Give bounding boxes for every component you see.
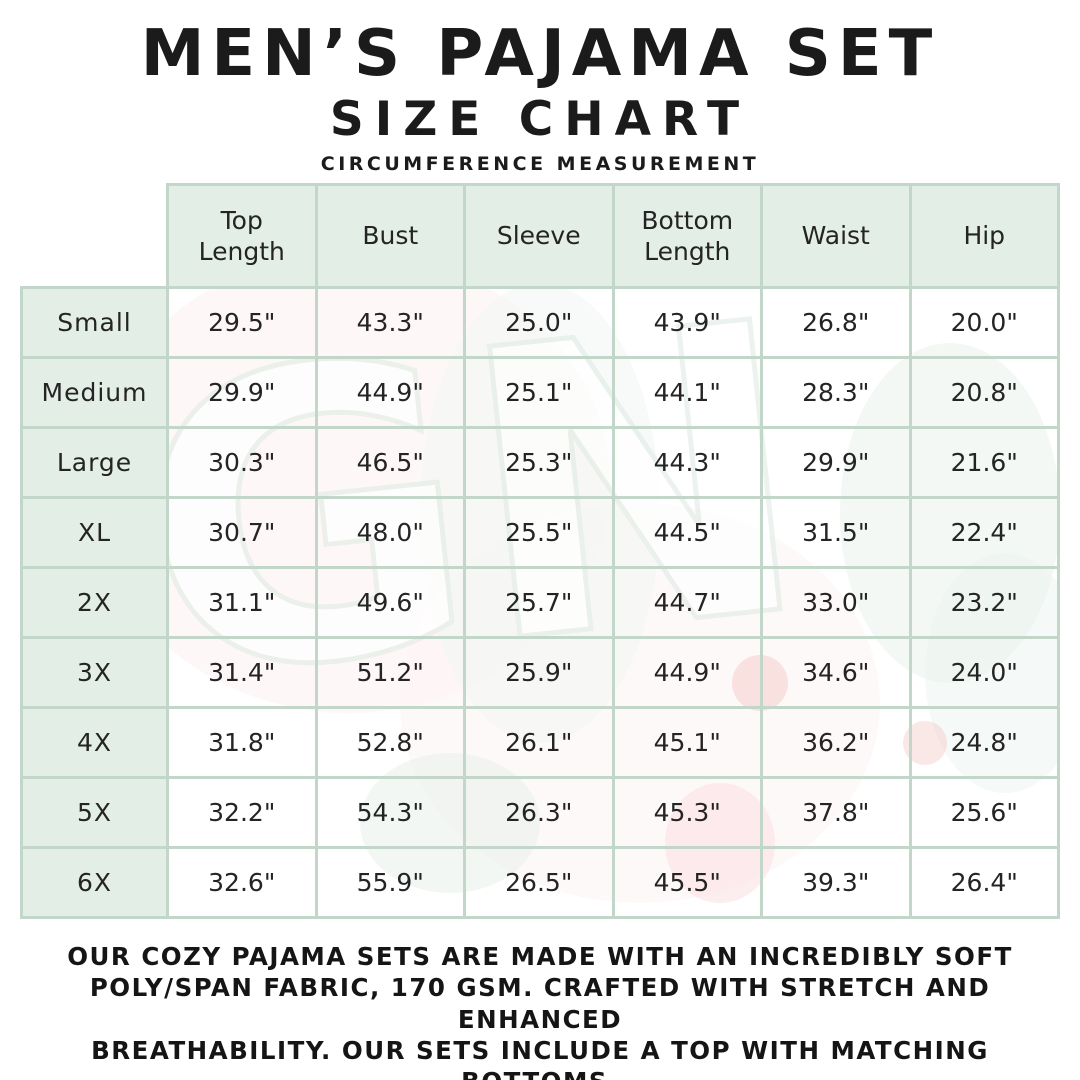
table-row: 4X 31.8" 52.8" 26.1" 45.1" 36.2" 24.8" [20,706,1060,779]
measurement-cell: 48.0" [314,496,466,569]
measurement-cell: 51.2" [314,636,466,709]
measurement-cell: 45.3" [611,776,763,849]
page-subtitle: SIZE CHART [329,92,751,147]
measurement-cell: 24.8" [908,706,1060,779]
measurement-cell: 45.1" [611,706,763,779]
column-header: Hip [908,183,1060,289]
measurement-cell: 39.3" [760,846,912,919]
measurement-cell: 45.5" [611,846,763,919]
table-row: 2X 31.1" 49.6" 25.7" 44.7" 33.0" 23.2" [20,566,1060,639]
measurement-cell: 25.1" [463,356,615,429]
size-table-body: Small 29.5" 43.3" 25.0" 43.9" 26.8" 20.0" Mediu… [20,286,1060,919]
measurement-cell: 31.8" [166,706,318,779]
table-row: 5X 32.2" 54.3" 26.3" 45.3" 37.8" 25.6" [20,776,1060,849]
measurement-note: CIRCUMFERENCE MEASUREMENT [320,153,760,175]
measurement-cell: 30.7" [166,496,318,569]
measurement-cell: 23.2" [908,566,1060,639]
row-label: Small [20,286,169,359]
measurement-cell: 43.9" [611,286,763,359]
measurement-cell: 31.5" [760,496,912,569]
measurement-cell: 25.9" [463,636,615,709]
measurement-cell: 31.4" [166,636,318,709]
row-label: Large [20,426,169,499]
row-label: 3X [20,636,169,709]
measurement-cell: 54.3" [314,776,466,849]
measurement-cell: 32.2" [166,776,318,849]
table-row: 6X 32.6" 55.9" 26.5" 45.5" 39.3" 26.4" [20,846,1060,919]
measurement-cell: 29.9" [166,356,318,429]
measurement-cell: 26.4" [908,846,1060,919]
measurement-cell: 52.8" [314,706,466,779]
column-header: Bust [314,183,466,289]
measurement-cell: 49.6" [314,566,466,639]
table-row: Large 30.3" 46.5" 25.3" 44.3" 29.9" 21.6" [20,426,1060,499]
table-row: XL 30.7" 48.0" 25.5" 44.5" 31.5" 22.4" [20,496,1060,569]
measurement-cell: 21.6" [908,426,1060,499]
column-header: Sleeve [463,183,615,289]
column-header: Bottom Length [611,183,763,289]
row-label: 5X [20,776,169,849]
column-header: Waist [760,183,912,289]
column-header: Top Length [166,183,318,289]
measurement-cell: 25.0" [463,286,615,359]
measurement-cell: 25.6" [908,776,1060,849]
measurement-cell: 20.0" [908,286,1060,359]
measurement-cell: 44.3" [611,426,763,499]
page-title: MEN’S PAJAMA SET [140,17,940,91]
measurement-cell: 37.8" [760,776,912,849]
size-table: Top Length Bust Sleeve Bottom Length Waist Hi… [20,183,1060,919]
measurement-cell: 26.8" [760,286,912,359]
row-label: XL [20,496,169,569]
measurement-cell: 29.5" [166,286,318,359]
measurement-cell: 25.7" [463,566,615,639]
measurement-cell: 26.3" [463,776,615,849]
measurement-cell: 32.6" [166,846,318,919]
measurement-cell: 34.6" [760,636,912,709]
measurement-cell: 22.4" [908,496,1060,569]
measurement-cell: 44.7" [611,566,763,639]
corner-cell [21,184,168,288]
table-row: Small 29.5" 43.3" 25.0" 43.9" 26.8" 20.0" [20,286,1060,359]
measurement-cell: 26.5" [463,846,615,919]
measurement-cell: 44.5" [611,496,763,569]
row-label: Medium [20,356,169,429]
measurement-cell: 29.9" [760,426,912,499]
measurement-cell: 33.0" [760,566,912,639]
measurement-cell: 26.1" [463,706,615,779]
table-row: Medium 29.9" 44.9" 25.1" 44.1" 28.3" 20.8" [20,356,1060,429]
header-row: Top Length Bust Sleeve Bottom Length Waist Hi… [21,183,1060,289]
measurement-cell: 46.5" [314,426,466,499]
measurement-cell: 20.8" [908,356,1060,429]
measurement-cell: 43.3" [314,286,466,359]
table-row: 3X 31.4" 51.2" 25.9" 44.9" 34.6" 24.0" [20,636,1060,709]
row-label: 4X [20,706,169,779]
measurement-cell: 24.0" [908,636,1060,709]
row-label: 6X [20,846,169,919]
row-label: 2X [20,566,169,639]
measurement-cell: 44.1" [611,356,763,429]
measurement-cell: 36.2" [760,706,912,779]
size-table-header: Top Length Bust Sleeve Bottom Length Waist Hi… [21,183,1060,289]
measurement-cell: 30.3" [166,426,318,499]
measurement-cell: 44.9" [611,636,763,709]
measurement-cell: 28.3" [760,356,912,429]
measurement-cell: 31.1" [166,566,318,639]
product-description: OUR COZY PAJAMA SETS ARE MADE WITH AN IN… [67,942,1013,1080]
measurement-cell: 44.9" [314,356,466,429]
size-table-section: LGN Top Length Bust Sleeve Bottom Length Wai… [20,183,1060,919]
measurement-cell: 25.5" [463,496,615,569]
measurement-cell: 25.3" [463,426,615,499]
measurement-cell: 55.9" [314,846,466,919]
